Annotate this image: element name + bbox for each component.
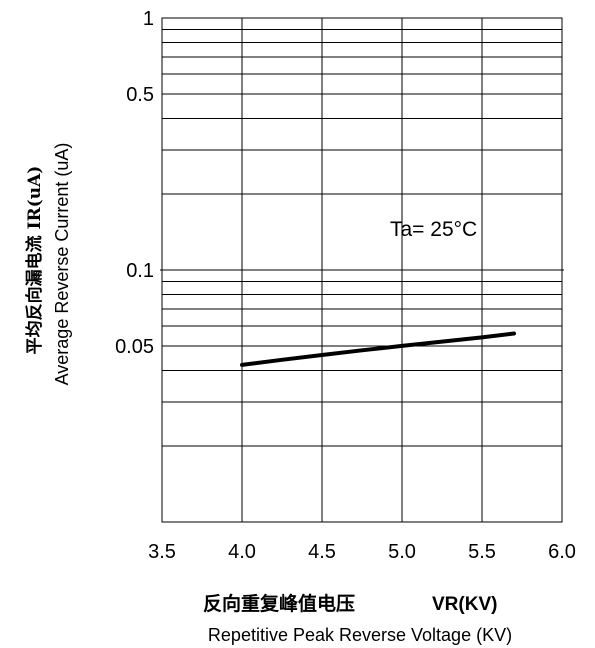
tick-labels: 3.5 4.0 4.5 5.0 5.5 6.0 1 0.5 0.1 0.05 xyxy=(115,8,576,563)
x-tick-label: 5.0 xyxy=(388,541,416,563)
x-tick-label: 4.0 xyxy=(228,541,256,563)
series-line xyxy=(240,331,516,367)
grid-layer xyxy=(160,18,564,522)
x-tick-label: 4.5 xyxy=(308,541,336,563)
x-tick-label: 3.5 xyxy=(148,541,176,563)
x-axis-label-symbol: VR(KV) xyxy=(432,594,497,615)
x-axis-label-cn: 反向重复峰值电压 xyxy=(203,592,355,615)
plot-frame xyxy=(161,17,563,523)
y-tick-label: 0.05 xyxy=(115,336,154,358)
x-tick-label: 5.5 xyxy=(468,541,496,563)
x-tick-label: 6.0 xyxy=(548,541,576,563)
y-tick-label: 0.5 xyxy=(126,84,154,106)
x-axis-label-en: Repetitive Peak Reverse Voltage (KV) xyxy=(208,625,512,645)
y-tick-label: 1 xyxy=(143,8,154,30)
y-tick-label: 0.1 xyxy=(126,260,154,282)
temperature-annotation: Ta= 25°C xyxy=(390,218,477,241)
y-axis-label-en: Average Reverse Current (uA) xyxy=(52,143,72,386)
y-axis-label-cn: 平均反向漏电流 IR(uA) xyxy=(24,166,45,355)
